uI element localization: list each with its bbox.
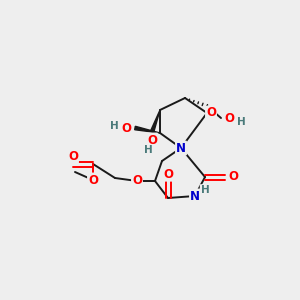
Text: O: O: [163, 167, 173, 181]
Text: H: H: [201, 185, 209, 195]
Text: N: N: [176, 142, 186, 154]
Text: O: O: [206, 106, 216, 119]
Text: O: O: [88, 173, 98, 187]
Text: H: H: [144, 145, 152, 155]
Polygon shape: [135, 126, 160, 133]
Text: H: H: [237, 117, 245, 127]
Text: N: N: [190, 190, 200, 202]
Text: O: O: [228, 170, 238, 184]
Text: H: H: [110, 121, 119, 131]
Polygon shape: [150, 110, 160, 133]
Text: O: O: [132, 175, 142, 188]
Text: O: O: [224, 112, 234, 124]
Text: O: O: [121, 122, 131, 134]
Text: O: O: [68, 149, 78, 163]
Text: O: O: [147, 134, 157, 146]
